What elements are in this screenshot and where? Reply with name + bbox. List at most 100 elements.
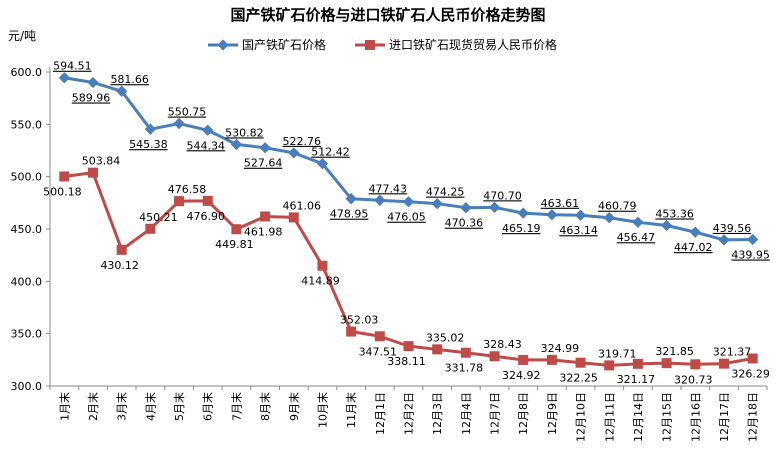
data-point [59, 171, 70, 182]
data-point [575, 357, 586, 368]
data-label: 430.12 [100, 259, 139, 272]
data-point [374, 194, 386, 206]
data-point [488, 201, 501, 213]
data-label: 449.81 [215, 238, 254, 251]
data-label: 453.36 [655, 207, 694, 220]
data-point [259, 142, 271, 154]
data-label: 321.37 [713, 346, 752, 359]
x-tick-label: 12月15日 [661, 392, 674, 442]
data-point [747, 233, 759, 246]
data-point [316, 158, 329, 170]
x-tick-label: 7月末 [229, 392, 243, 421]
data-label: 581.66 [110, 73, 149, 86]
x-tick-label: 8月末 [258, 392, 272, 421]
x-tick-label: 12月7日 [489, 392, 502, 435]
x-tick-label: 12月17日 [718, 392, 731, 442]
data-point [604, 360, 615, 371]
data-point [632, 216, 644, 228]
data-point [603, 212, 615, 224]
y-tick-label: 450.0 [11, 223, 43, 236]
data-label: 589.96 [72, 92, 111, 105]
data-label: 328.43 [483, 338, 522, 351]
data-point [288, 147, 300, 159]
data-point [230, 138, 243, 151]
data-label: 474.25 [426, 186, 465, 199]
data-label: 324.99 [541, 342, 580, 355]
x-tick-label: 12月2日 [403, 392, 416, 435]
data-point [460, 347, 471, 358]
data-label: 338.11 [387, 355, 426, 368]
data-label: 352.03 [340, 314, 379, 327]
data-label: 465.19 [502, 222, 541, 235]
data-label: 461.06 [283, 199, 322, 212]
x-tick-label: 12月10日 [575, 392, 588, 442]
data-point [260, 211, 271, 222]
data-label: 530.82 [225, 126, 264, 139]
x-tick-label: 12月4日 [460, 392, 473, 435]
x-tick-label: 12月3日 [431, 392, 444, 435]
x-tick-label: 3月末 [115, 392, 129, 421]
x-tick-label: 11月末 [344, 392, 358, 428]
data-point [431, 197, 443, 210]
y-tick-label: 550.0 [11, 118, 43, 131]
x-tick-label: 4月末 [143, 392, 157, 421]
data-label: 439.56 [713, 222, 752, 235]
x-tick-label: 9月末 [287, 392, 301, 421]
data-label: 476.05 [387, 211, 426, 224]
legend-label-import: 进口铁矿石现货贸易人民币价格 [389, 37, 557, 52]
data-point [489, 351, 500, 362]
data-label: 476.58 [168, 183, 207, 196]
data-point [546, 354, 557, 365]
data-point [374, 331, 385, 342]
data-label: 512.42 [311, 146, 350, 159]
data-point [660, 219, 673, 232]
data-label: 461.98 [244, 225, 283, 238]
data-point [346, 326, 357, 337]
data-label: 478.95 [330, 208, 369, 221]
data-point [632, 358, 643, 369]
data-point [116, 244, 127, 255]
data-point [517, 207, 529, 219]
x-tick-label: 12月1日 [374, 392, 387, 435]
data-label: 594.51 [53, 60, 92, 73]
data-point [288, 212, 299, 223]
series-import: 500.18 503.84 430.12 450.21 476.58 476.90 449.… [43, 155, 770, 387]
data-point [231, 224, 242, 235]
data-label: 522.76 [283, 135, 322, 148]
data-label: 319.71 [598, 347, 637, 360]
data-label: 470.36 [445, 217, 484, 230]
y-axis-label: 元/吨 [8, 29, 36, 43]
x-tick-label: 12月16日 [689, 392, 702, 442]
data-point [718, 358, 729, 369]
data-label: 447.02 [674, 241, 713, 254]
chart-title: 国产铁矿石价格与进口铁矿石人民币价格走势图 [230, 6, 545, 24]
data-label: 347.51 [359, 345, 398, 358]
data-label: 544.34 [186, 139, 225, 152]
data-label: 322.25 [559, 372, 598, 385]
data-label: 321.17 [617, 373, 656, 386]
data-label: 463.61 [541, 197, 580, 210]
y-tick-label: 500.0 [11, 171, 43, 184]
data-label: 527.64 [244, 157, 283, 170]
x-tick-label: 10月末 [315, 392, 329, 428]
data-label: 335.02 [426, 331, 465, 344]
data-label: 450.21 [139, 211, 178, 224]
data-point [202, 124, 214, 136]
data-point [403, 341, 414, 352]
data-label: 476.90 [186, 210, 225, 223]
data-label: 414.89 [301, 275, 340, 288]
data-point [661, 358, 672, 369]
x-tick-label: 12月18日 [747, 392, 760, 442]
data-point [174, 196, 185, 207]
data-label: 477.43 [369, 182, 408, 195]
y-tick-label: 600.0 [11, 66, 43, 79]
data-label: 470.70 [483, 189, 522, 202]
data-point [402, 196, 415, 208]
x-tick-label: 12月11日 [603, 392, 616, 442]
x-tick-label: 6月末 [201, 392, 215, 421]
legend: 国产铁矿石价格 进口铁矿石现货贸易人民币价格 [208, 37, 557, 52]
data-label: 324.92 [502, 369, 541, 382]
data-point [718, 234, 730, 246]
